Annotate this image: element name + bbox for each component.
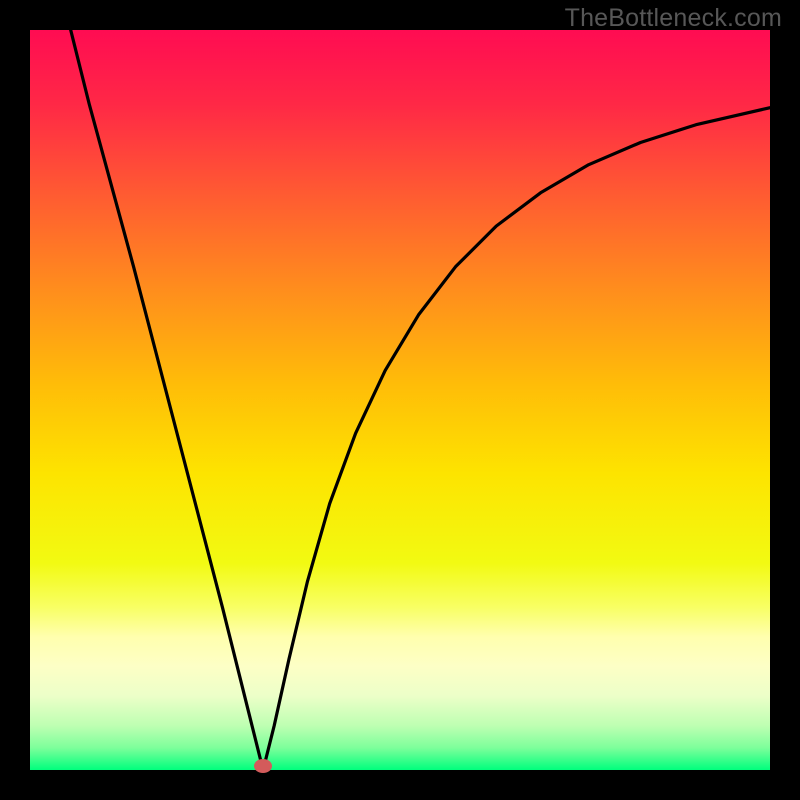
chart-frame: TheBottleneck.com: [0, 0, 800, 800]
watermark-text: TheBottleneck.com: [565, 4, 782, 33]
minimum-marker: [254, 759, 272, 773]
bottleneck-curve: [30, 30, 770, 770]
plot-area: [30, 30, 770, 770]
